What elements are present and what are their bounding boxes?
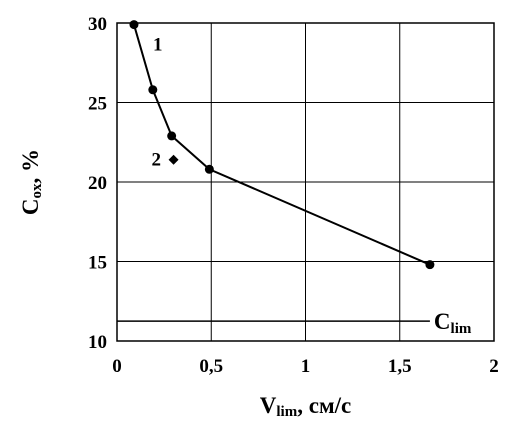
plot-frame xyxy=(116,22,495,342)
series-name-label: 1 xyxy=(153,35,163,56)
x-tick-label: 1 xyxy=(301,356,311,377)
series-line xyxy=(133,24,431,266)
x-axis-label-sub: lim xyxy=(276,404,297,420)
y-tick-label: 30 xyxy=(88,14,107,35)
reference-line-label: Clim xyxy=(434,309,472,337)
y-tick-label: 15 xyxy=(88,253,107,274)
y-axis-label-main: C xyxy=(18,198,43,215)
series-tags: 12 xyxy=(152,35,163,171)
x-tick-labels: 0 0,5 1 1,5 2 xyxy=(112,356,499,377)
data-point xyxy=(148,85,158,95)
y-axis-label-rest: , % xyxy=(18,149,43,184)
x-tick-label: 0 xyxy=(112,356,122,377)
x-tick-label: 0,5 xyxy=(199,356,223,377)
data-point xyxy=(129,20,139,30)
reference-line-label-sub: lim xyxy=(451,321,472,337)
series-name-label: 2 xyxy=(152,150,162,171)
y-axis-label: Cox, % xyxy=(18,149,45,215)
y-tick-label: 20 xyxy=(88,173,107,194)
x-tick-label: 1,5 xyxy=(388,356,412,377)
grid-lines xyxy=(116,22,495,342)
x-tick-label: 2 xyxy=(489,356,499,377)
x-axis-label-rest: , см/с xyxy=(297,393,351,418)
y-tick-label: 10 xyxy=(88,332,107,353)
data-point xyxy=(204,164,214,174)
y-tick-label: 25 xyxy=(88,94,107,115)
data-point-diamond xyxy=(168,154,179,165)
x-axis-label-main: V xyxy=(260,393,277,418)
data-point xyxy=(167,131,177,141)
x-axis-label: Vlim, см/с xyxy=(260,393,351,420)
series-markers xyxy=(129,20,435,270)
data-point xyxy=(425,260,435,270)
series-lines xyxy=(133,24,431,266)
reference-line-label-main: C xyxy=(434,309,451,334)
y-tick-labels: 10 15 20 25 30 xyxy=(88,14,107,353)
y-axis-label-sub: ox xyxy=(29,183,45,199)
